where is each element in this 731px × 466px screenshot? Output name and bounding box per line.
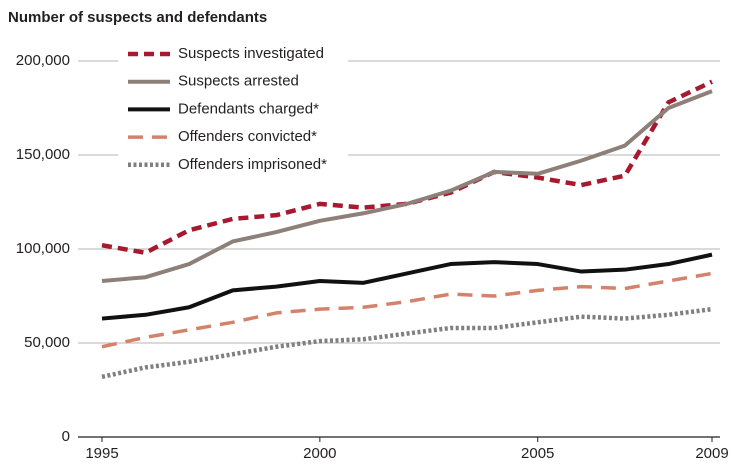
y-tick-label: 50,000 [24, 334, 70, 351]
series-line [101, 252, 713, 321]
legend-label: Suspects arrested [178, 73, 299, 90]
series-line [101, 271, 713, 349]
chart-title: Number of suspects and defendants [8, 9, 267, 26]
y-tick-label: 0 [62, 428, 70, 445]
y-tick-label: 200,000 [16, 52, 70, 69]
y-tick-label: 100,000 [16, 240, 70, 257]
y-tick-label: 150,000 [16, 146, 70, 163]
series-line [101, 306, 713, 380]
legend-label: Offenders convicted* [178, 128, 317, 145]
x-tick-label: 2000 [303, 445, 336, 462]
x-tick-label: 2009 [695, 445, 728, 462]
legend-label: Offenders imprisoned* [178, 156, 327, 173]
series-line [101, 89, 713, 283]
x-tick-label: 2005 [521, 445, 554, 462]
legend-label: Suspects investigated [178, 45, 324, 62]
x-tick-label: 1995 [85, 445, 118, 462]
legend-label: Defendants charged* [178, 100, 319, 117]
